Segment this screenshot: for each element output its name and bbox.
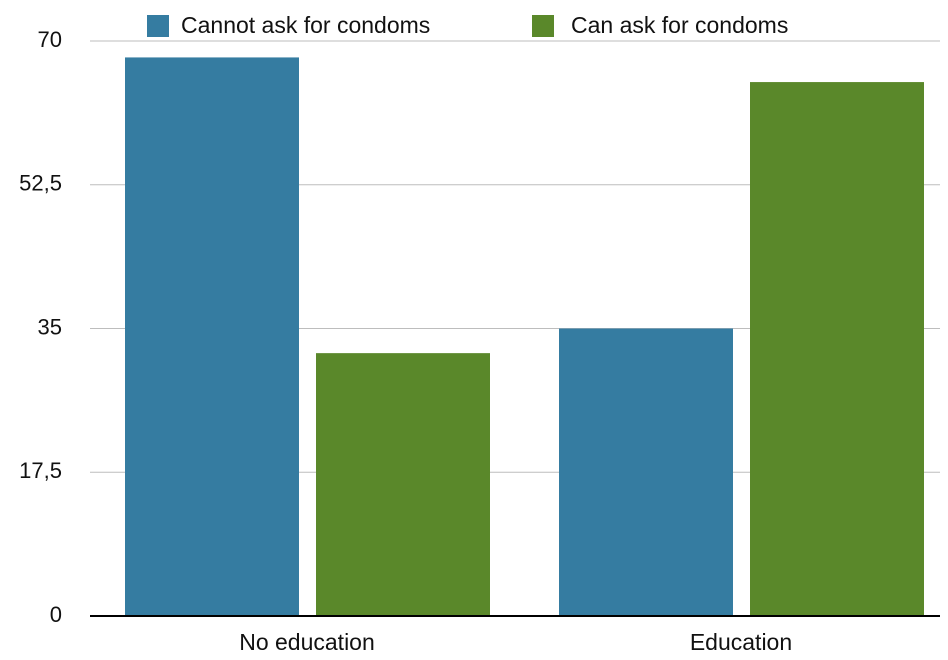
bar-cannot-ask-no-education bbox=[125, 57, 299, 616]
x-category-label: No education bbox=[239, 629, 375, 655]
x-category-label: Education bbox=[690, 629, 792, 655]
bar-can-ask-education bbox=[750, 82, 924, 617]
x-axis-category-labels: No education Education bbox=[239, 629, 792, 655]
legend: Cannot ask for condoms Can ask for condom… bbox=[147, 12, 788, 38]
y-axis-tick-labels: 0 17,5 35 52,5 70 bbox=[19, 27, 62, 627]
legend-swatch bbox=[147, 15, 169, 37]
bar-cannot-ask-education bbox=[559, 328, 733, 616]
y-tick-label: 70 bbox=[38, 27, 62, 52]
legend-label: Cannot ask for condoms bbox=[181, 12, 430, 38]
y-tick-label: 52,5 bbox=[19, 171, 62, 196]
bars bbox=[125, 57, 924, 617]
legend-label: Can ask for condoms bbox=[571, 12, 788, 38]
y-tick-label: 17,5 bbox=[19, 458, 62, 483]
y-tick-label: 35 bbox=[38, 314, 62, 339]
y-tick-label: 0 bbox=[50, 602, 62, 627]
bar-can-ask-no-education bbox=[316, 353, 490, 616]
legend-swatch bbox=[532, 15, 554, 37]
